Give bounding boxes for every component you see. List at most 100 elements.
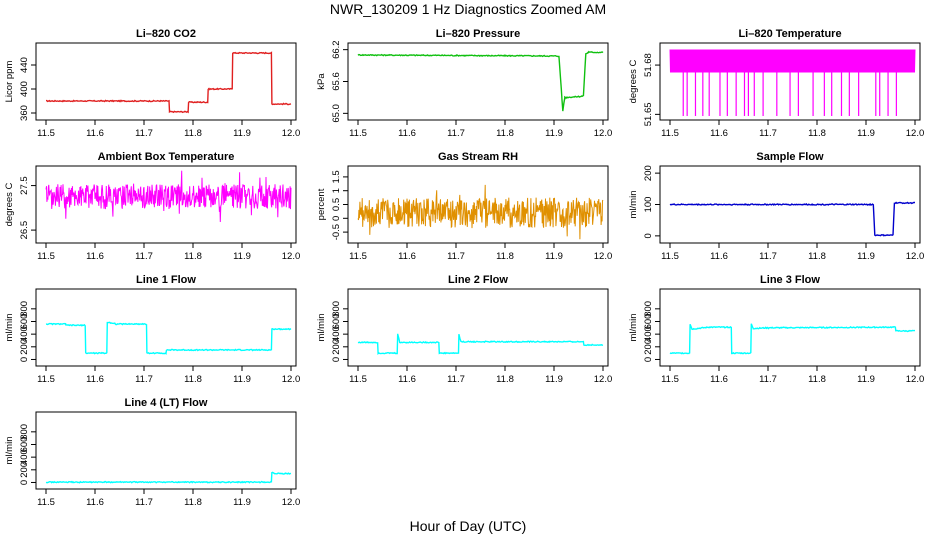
line2-title: Line 2 Flow <box>448 274 508 286</box>
ambient-xtick-label: 11.7 <box>135 251 153 262</box>
line2-xtick-label: 11.6 <box>398 374 416 385</box>
ambient-xtick-label: 12.0 <box>282 251 301 262</box>
ambient-xtick-label: 11.9 <box>233 251 251 262</box>
rh-ytick-label: 1.5 <box>331 170 342 183</box>
temperature-xtick-label: 12.0 <box>906 128 925 139</box>
rh-ylabel: percent <box>316 188 327 220</box>
co2-ytick-label: 400 <box>19 81 30 97</box>
figure-title: NWR_130209 1 Hz Diagnostics Zoomed AM <box>329 1 607 17</box>
rh-xtick-label: 11.9 <box>545 251 563 262</box>
line4-xtick-label: 11.5 <box>37 497 55 508</box>
line1-ytick-label: 600 <box>19 314 30 330</box>
co2-ylabel: Licor ppm <box>4 61 15 103</box>
rh-xtick-label: 11.8 <box>496 251 514 262</box>
line4-ytick-label: 600 <box>19 437 30 453</box>
line3-xtick-label: 11.5 <box>661 374 679 385</box>
sample_flow-series-line <box>669 201 915 237</box>
line1-ytick-label: 0 <box>19 357 30 362</box>
sample_flow-xtick-label: 11.6 <box>710 251 728 262</box>
line3-series-line <box>669 323 915 355</box>
co2-xtick-label: 11.7 <box>135 128 153 139</box>
line4-ylabel: ml/min <box>4 437 15 465</box>
rh-series-line <box>357 184 604 240</box>
pressure-series-line <box>357 50 604 112</box>
line4-ytick-label: 400 <box>19 449 30 465</box>
line3-ytick-label: 200 <box>643 339 654 355</box>
line4-xtick-label: 11.6 <box>86 497 104 508</box>
rh-ytick-label: -0.5 <box>331 224 342 240</box>
rh-xtick-label: 12.0 <box>594 251 613 262</box>
line2-series-line <box>357 333 604 356</box>
ambient-xtick-label: 11.5 <box>37 251 55 262</box>
temperature-ytick-label: 51.65 <box>643 102 654 126</box>
ambient-ytick-label: 27.5 <box>19 176 30 195</box>
pressure-xtick-label: 11.7 <box>447 128 465 139</box>
line1-xtick-label: 11.5 <box>37 374 55 385</box>
co2-ytick-label: 440 <box>19 57 30 73</box>
line1-ylabel: ml/min <box>4 314 15 342</box>
sample_flow-ytick-label: 200 <box>643 165 654 181</box>
co2-plot-frame <box>35 42 297 121</box>
sample_flow-xtick-label: 11.9 <box>857 251 875 262</box>
line4-xtick-label: 11.7 <box>135 497 153 508</box>
co2-xtick-label: 11.9 <box>233 128 251 139</box>
sample_flow-title: Sample Flow <box>756 151 824 163</box>
line3-ytick-label: 0 <box>643 357 654 362</box>
line4-title: Line 4 (LT) Flow <box>125 397 208 409</box>
line4-ytick-label: 800 <box>19 424 30 440</box>
co2-title: Li–820 CO2 <box>136 28 196 40</box>
temperature-xtick-label: 11.6 <box>710 128 728 139</box>
line3-xtick-label: 12.0 <box>906 374 925 385</box>
sample_flow-ytick-label: 100 <box>643 197 654 213</box>
rh-ytick-label: 0 <box>331 216 342 221</box>
line3-ytick-label: 400 <box>643 326 654 342</box>
line1-xtick-label: 11.6 <box>86 374 104 385</box>
line3-xtick-label: 11.7 <box>759 374 777 385</box>
sample_flow-ylabel: ml/min <box>628 191 639 219</box>
line2-xtick-label: 12.0 <box>594 374 613 385</box>
ambient-xtick-label: 11.8 <box>184 251 202 262</box>
ambient-ylabel: degrees C <box>4 182 15 226</box>
pressure-xtick-label: 11.6 <box>398 128 416 139</box>
temperature-title: Li–820 Temperature <box>738 28 841 40</box>
line1-xtick-label: 11.8 <box>184 374 202 385</box>
pressure-ytick-label: 65.6 <box>331 72 342 91</box>
temperature-xtick-label: 11.7 <box>759 128 777 139</box>
line2-ytick-label: 200 <box>331 339 342 355</box>
pressure-ylabel: kPa <box>316 73 327 90</box>
pressure-xtick-label: 11.5 <box>349 128 367 139</box>
line3-xtick-label: 11.9 <box>857 374 875 385</box>
line1-series-line <box>45 321 292 355</box>
ambient-title: Ambient Box Temperature <box>98 151 235 163</box>
line3-ylabel: ml/min <box>628 314 639 342</box>
line3-xtick-label: 11.6 <box>710 374 728 385</box>
temperature-xtick-label: 11.8 <box>808 128 826 139</box>
pressure-ytick-label: 66.2 <box>331 40 342 59</box>
line1-title: Line 1 Flow <box>136 274 196 286</box>
rh-title: Gas Stream RH <box>438 151 518 163</box>
line4-xtick-label: 11.9 <box>233 497 251 508</box>
rh-xtick-label: 11.5 <box>349 251 367 262</box>
rh-ytick-label: 1 <box>331 188 342 193</box>
pressure-ytick-label: 65.0 <box>331 104 342 123</box>
temperature-ylabel: degrees C <box>628 59 639 103</box>
line2-ylabel: ml/min <box>316 314 327 342</box>
ambient-ytick-label: 26.5 <box>19 221 30 240</box>
line2-xtick-label: 11.9 <box>545 374 563 385</box>
pressure-xtick-label: 11.8 <box>496 128 514 139</box>
x-axis-label: Hour of Day (UTC) <box>409 518 527 534</box>
co2-xtick-label: 11.6 <box>86 128 104 139</box>
line1-ytick-label: 400 <box>19 326 30 342</box>
line1-ytick-label: 800 <box>19 301 30 317</box>
line2-xtick-label: 11.5 <box>349 374 367 385</box>
ambient-xtick-label: 11.6 <box>86 251 104 262</box>
sample_flow-xtick-label: 11.7 <box>759 251 777 262</box>
pressure-xtick-label: 11.9 <box>545 128 563 139</box>
line3-plot-frame <box>659 288 921 367</box>
co2-series-line <box>46 51 292 114</box>
line4-xtick-label: 11.8 <box>184 497 202 508</box>
line3-ytick-label: 800 <box>643 301 654 317</box>
sample_flow-xtick-label: 11.8 <box>808 251 826 262</box>
pressure-xtick-label: 12.0 <box>594 128 613 139</box>
